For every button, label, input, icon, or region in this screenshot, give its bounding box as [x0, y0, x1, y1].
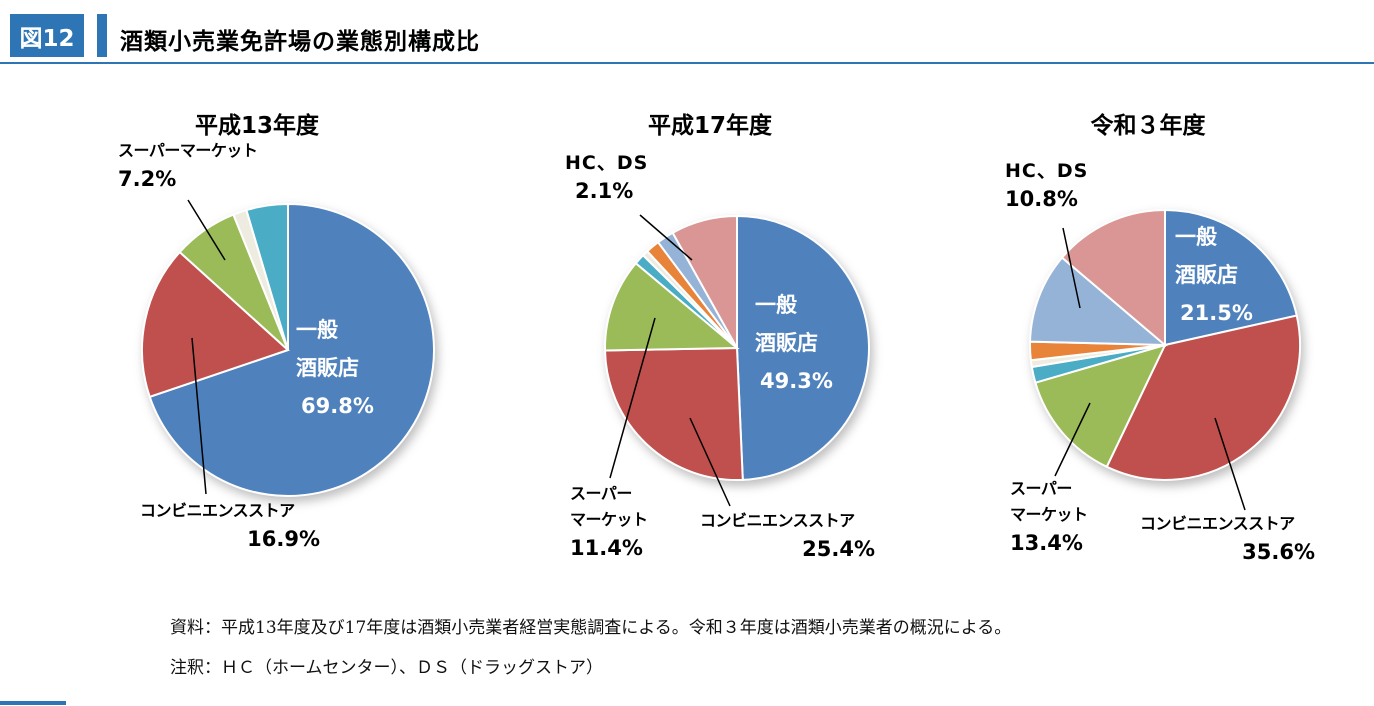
leader-line-hcds	[639, 214, 693, 261]
pie-inner-label-general-store: 一般 酒販店 49.3%	[755, 286, 833, 400]
inner-label-value: 49.3%	[760, 369, 833, 393]
pie-inner-label-general-store: 一般 酒販店 69.8%	[296, 311, 374, 425]
pie-slice	[245, 202, 289, 351]
leader-line-convenience	[191, 337, 207, 495]
inner-label-line: 酒販店	[296, 356, 359, 380]
footnotes: 資料：平成13年度及び17年度は酒類小売業者経営実態調査による。令和３年度は酒類…	[170, 608, 1011, 688]
leader-line-supermarket	[609, 317, 656, 479]
callout-value: 10.8%	[1005, 187, 1078, 211]
pie-slice	[671, 214, 738, 352]
pie-slice-コンビニエンスストア	[604, 346, 744, 481]
leader-line-supermarket	[1054, 402, 1091, 477]
chart-title-reiwa3: 令和３年度	[1090, 113, 1206, 139]
pie-svg-heisei13	[141, 199, 435, 497]
pie-heisei17	[604, 214, 870, 481]
pie-svg-heisei17	[604, 214, 870, 507]
pie-heisei13	[141, 202, 435, 497]
callout-label: HC、DS	[1005, 160, 1089, 182]
inner-label-line: 酒販店	[1175, 263, 1238, 287]
pie-slice-一般酒販店	[736, 214, 870, 481]
callout-value: 25.4%	[802, 537, 875, 561]
pie-svg-reiwa3	[1029, 208, 1301, 511]
inner-label-line: 一般	[296, 318, 338, 342]
leader-line-supermarket	[187, 199, 226, 261]
callout-label: マーケット	[1010, 505, 1088, 524]
bottom-accent-bar	[0, 701, 66, 705]
inner-label-line: 一般	[1175, 225, 1217, 249]
header-accent-bar	[97, 14, 107, 57]
callout-label: スーパーマーケット	[118, 141, 258, 160]
header-rule	[0, 62, 1374, 64]
figure-title: 酒類小売業免許場の業態別構成比	[120, 29, 480, 55]
callout-supermarket: スーパー マーケット 11.4%	[570, 481, 648, 564]
pie-reiwa3	[1029, 208, 1301, 481]
inner-label-line: 酒販店	[755, 331, 818, 355]
callout-label: HC、DS	[565, 152, 649, 174]
chart-title-heisei17: 平成17年度	[647, 113, 772, 139]
leader-line-convenience	[1214, 417, 1246, 511]
callout-convenience: コンビニエンスストア 16.9%	[140, 498, 320, 555]
pie-chart-heisei17: 平成17年度 HC、DS 2.1% 一般 酒販店 49.3% スーパー マーケッ…	[555, 98, 940, 703]
pie-slice-スーパーマーケット	[604, 261, 740, 352]
leader-line-hcds	[1062, 227, 1081, 309]
callout-value: 7.2%	[118, 167, 177, 191]
pie-slice-HC、DS	[1029, 256, 1168, 347]
inner-label-value: 21.5%	[1180, 301, 1253, 325]
pie-chart-heisei13: 平成13年度 スーパーマーケット 7.2% 一般 酒販店 69.8% コンビニエ…	[100, 98, 560, 703]
callout-convenience: コンビニエンスストア 25.4%	[700, 508, 875, 565]
figure-number-badge: 図12	[10, 14, 84, 57]
callout-hcds: HC、DS 10.8%	[1005, 158, 1088, 215]
pie-slice-コンビニエンスストア	[141, 250, 290, 399]
callout-value: 13.4%	[1010, 531, 1083, 555]
callout-value: 11.4%	[570, 536, 643, 560]
callout-supermarket: スーパーマーケット 7.2%	[118, 138, 258, 195]
callout-value: 35.6%	[1242, 540, 1315, 564]
pie-slice	[1060, 208, 1166, 348]
callout-convenience: コンビニエンスストア 35.6%	[1140, 511, 1315, 568]
inner-label-line: 一般	[755, 293, 797, 317]
callout-value: 2.1%	[575, 179, 634, 203]
pie-slice-コンビニエンスストア	[1105, 314, 1301, 481]
callout-label: コンビニエンスストア	[1140, 514, 1295, 533]
leader-line-convenience	[689, 417, 731, 507]
callout-value: 16.9%	[247, 527, 320, 551]
callout-label: マーケット	[570, 510, 648, 529]
callout-label: コンビニエンスストア	[140, 501, 295, 520]
callout-supermarket: スーパー マーケット 13.4%	[1010, 476, 1088, 559]
callout-label: スーパー	[1010, 479, 1072, 498]
pie-slice-一般酒販店	[1164, 208, 1298, 347]
pie-chart-reiwa3: 令和３年度 HC、DS 10.8% 一般 酒販店 21.5% スーパー マーケッ…	[985, 98, 1373, 703]
callout-label: スーパー	[570, 484, 632, 503]
pie-slice-スーパーマーケット	[1034, 343, 1167, 469]
chart-title-heisei13: 平成13年度	[194, 113, 319, 139]
callout-label: コンビニエンスストア	[700, 511, 855, 530]
legend-note: 注釈：ＨＣ（ホームセンター）、ＤＳ（ドラッグストア）	[170, 658, 603, 678]
callout-hcds: HC、DS 2.1%	[565, 150, 648, 207]
source-note: 資料：平成13年度及び17年度は酒類小売業者経営実態調査による。令和３年度は酒類…	[170, 618, 1012, 638]
inner-label-value: 69.8%	[301, 394, 374, 418]
pie-inner-label-general-store: 一般 酒販店 21.5%	[1175, 218, 1253, 332]
pie-slice-一般酒販店	[148, 202, 435, 497]
